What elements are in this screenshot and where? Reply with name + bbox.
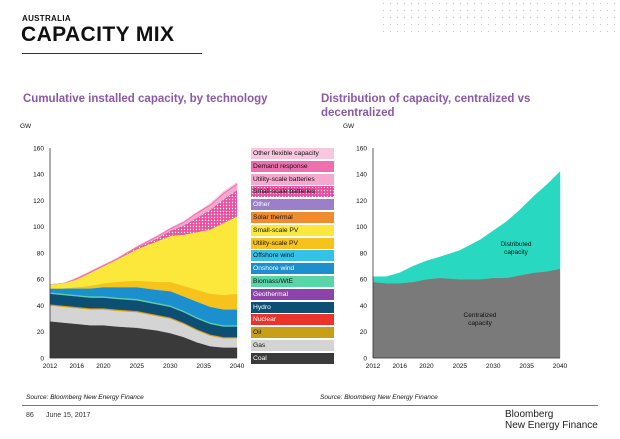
y-tick-label: 20 — [37, 329, 45, 336]
legend-item-other-flexible-capacity: Other flexible capacity — [251, 148, 334, 159]
x-tick-label: 2040 — [230, 363, 245, 370]
y-tick-label: 60 — [37, 277, 45, 284]
right-chart-source: Source: Bloomberg New Energy Finance — [320, 394, 438, 401]
x-tick-label: 2012 — [43, 363, 58, 370]
series-label-centralized-capacity: capacity — [468, 320, 493, 327]
y-tick-label: 160 — [33, 145, 44, 152]
legend-item-oil: Oil — [251, 327, 334, 339]
legend-item-small-scale-batteries: Small-scale batteries — [251, 186, 334, 198]
page-number: 86 — [26, 412, 34, 419]
y-tick-label: 60 — [360, 277, 368, 284]
y-tick-label: 120 — [33, 198, 44, 205]
left-chart-source: Source: Bloomberg New Energy Finance — [26, 394, 144, 401]
legend-item-small-scale-pv: Small-scale PV — [251, 224, 334, 236]
x-tick-label: 2020 — [96, 363, 111, 370]
legend-item-nuclear: Nuclear — [251, 314, 334, 326]
y-tick-label: 160 — [356, 145, 367, 152]
y-tick-label: 20 — [360, 329, 368, 336]
x-tick-label: 2025 — [130, 363, 145, 370]
y-tick-label: 80 — [360, 250, 368, 257]
series-label-centralized-capacity: Centralized — [464, 312, 497, 319]
x-tick-label: 2020 — [419, 363, 434, 370]
legend-item-utility-scale-pv: Utility-scale PV — [251, 237, 334, 249]
legend-item-gas: Gas — [251, 339, 334, 351]
y-tick-label: 140 — [356, 172, 367, 179]
area-distributed-capacity — [372, 171, 561, 284]
x-tick-label: 2016 — [392, 363, 407, 370]
legend-item-demand-response: Demand response — [251, 160, 334, 172]
legend-item-biomass-wte: Biomass/WtE — [251, 275, 334, 287]
area-other-flexible-capacity — [49, 181, 238, 285]
brand-logo-line1: Bloomberg — [505, 409, 554, 420]
legend-item-hydro: Hydro — [251, 301, 334, 313]
x-tick-label: 2030 — [486, 363, 501, 370]
y-tick-label: 0 — [40, 355, 44, 362]
x-tick-label: 2035 — [519, 363, 534, 370]
x-tick-label: 2016 — [69, 363, 84, 370]
legend-item-onshore-wind: Onshore wind — [251, 263, 334, 275]
left-chart-legend: Other flexible capacity Demand response Ut… — [251, 148, 334, 366]
y-axis-unit-label: GW — [20, 123, 32, 130]
x-tick-label: 2040 — [553, 363, 568, 370]
y-tick-label: 80 — [37, 250, 45, 257]
legend-item-geothermal: Geothermal — [251, 288, 334, 300]
y-tick-label: 40 — [360, 303, 368, 310]
footer-divider — [22, 405, 598, 406]
x-tick-label: 2030 — [163, 363, 178, 370]
decorative-dot-pattern — [380, 0, 620, 36]
y-tick-label: 40 — [37, 303, 45, 310]
legend-item-solar-thermal: Solar thermal — [251, 211, 334, 223]
title-underline — [22, 53, 202, 54]
series-label-distributed-capacity: Distributed — [500, 241, 531, 248]
x-tick-label: 2035 — [196, 363, 211, 370]
series-label-distributed-capacity: capacity — [504, 249, 529, 256]
region-label: AUSTRALIA — [22, 14, 71, 23]
y-tick-label: 120 — [356, 198, 367, 205]
y-tick-label: 100 — [356, 224, 367, 231]
y-tick-label: 100 — [33, 224, 44, 231]
y-axis-unit-label: GW — [343, 123, 355, 130]
y-tick-label: 0 — [363, 355, 367, 362]
brand-logo-line2: New Energy Finance — [505, 420, 598, 431]
y-tick-label: 140 — [33, 172, 44, 179]
legend-item-utility-scale-batteries: Utility-scale batteries — [251, 173, 334, 185]
right-chart-title: Distribution of capacity, centralized vs… — [321, 93, 531, 119]
footer-date: June 15, 2017 — [46, 412, 91, 419]
page-title: CAPACITY MIX — [21, 23, 175, 46]
x-tick-label: 2012 — [366, 363, 381, 370]
legend-item-other: Other — [251, 199, 334, 211]
legend-item-offshore-wind: Offshore wind — [251, 250, 334, 262]
left-chart-title: Cumulative installed capacity, by techno… — [23, 93, 268, 105]
legend-item-coal: Coal — [251, 352, 334, 364]
x-tick-label: 2025 — [453, 363, 468, 370]
